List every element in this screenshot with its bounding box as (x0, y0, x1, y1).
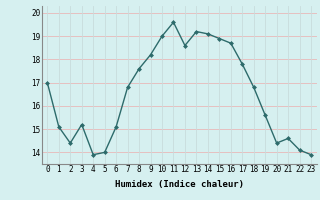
X-axis label: Humidex (Indice chaleur): Humidex (Indice chaleur) (115, 180, 244, 189)
